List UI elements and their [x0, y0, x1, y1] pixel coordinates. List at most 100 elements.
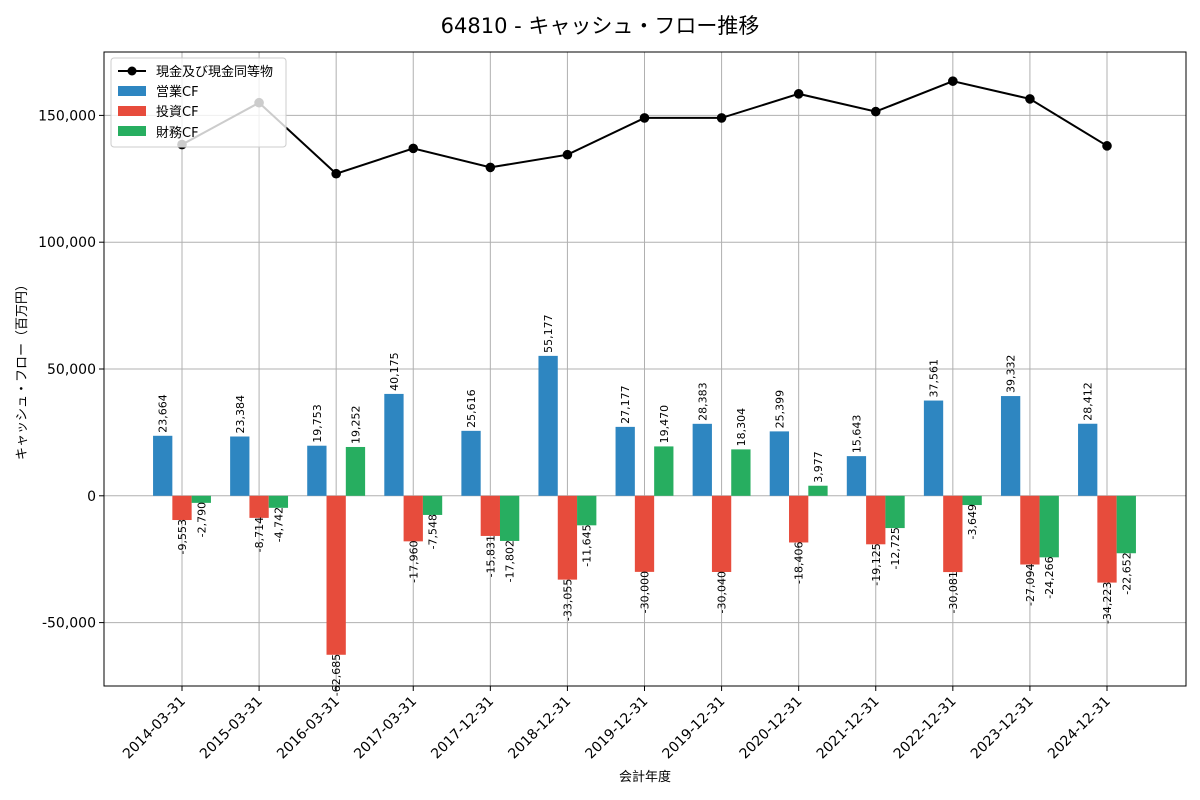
legend-label-operating: 営業CF — [156, 84, 199, 100]
bar-financing — [962, 495, 982, 506]
bar-operating — [692, 423, 712, 496]
bar-investing — [1020, 495, 1040, 565]
y-tick-label: 50,000 — [47, 362, 96, 378]
x-axis-title: 会計年度 — [619, 769, 671, 785]
data-label-financing: -11,645 — [581, 524, 594, 566]
bar-investing — [711, 495, 732, 572]
data-label-operating: 37,561 — [928, 359, 941, 398]
data-label-investing: -18,406 — [793, 541, 806, 583]
data-label-operating: 19,753 — [311, 404, 324, 443]
bar-investing — [403, 495, 423, 542]
data-label-investing: -8,714 — [253, 517, 266, 552]
y-tick-label: 150,000 — [38, 108, 96, 124]
cash-point — [1025, 94, 1035, 104]
data-label-financing: -22,652 — [1120, 552, 1133, 594]
cash-point — [870, 106, 881, 117]
cash-point — [716, 113, 727, 123]
bar-financing — [808, 485, 828, 496]
data-label-financing: 19,470 — [658, 405, 671, 444]
data-label-financing: -4,742 — [272, 507, 285, 542]
legend-label-investing: 投資CF — [156, 104, 199, 120]
data-label-operating: 15,643 — [850, 415, 863, 454]
cash-point — [793, 89, 804, 99]
bar-operating — [1078, 423, 1098, 496]
data-label-financing: 18,304 — [735, 408, 748, 447]
data-label-financing: 19,252 — [349, 405, 362, 444]
data-label-financing: -12,725 — [889, 527, 902, 569]
bar-operating — [1000, 396, 1021, 496]
chart-title: 64810 - キャッシュ・フロー推移 — [441, 14, 760, 38]
data-label-investing: -19,125 — [870, 543, 883, 585]
data-label-investing: -30,081 — [947, 571, 960, 613]
bar-financing — [654, 446, 674, 496]
data-label-operating: 39,332 — [1005, 355, 1018, 394]
bar-operating — [615, 426, 635, 496]
bar-investing — [480, 495, 500, 536]
bar-financing — [191, 495, 211, 503]
y-tick-label: 0 — [87, 489, 96, 505]
cash-point — [485, 162, 496, 173]
bar-operating — [846, 456, 867, 496]
data-label-financing: -3,649 — [966, 504, 979, 539]
bar-investing — [326, 495, 346, 655]
bar-financing — [577, 495, 597, 526]
bar-financing — [422, 495, 443, 515]
bar-financing — [731, 449, 751, 496]
data-label-operating: 25,399 — [773, 390, 786, 429]
data-label-investing: -27,094 — [1024, 564, 1037, 606]
cash-point — [562, 149, 573, 160]
bar-operating — [384, 393, 404, 496]
bar-investing — [557, 495, 578, 580]
cash-point — [408, 143, 419, 154]
bar-operating — [230, 436, 250, 496]
data-label-investing: -17,960 — [407, 540, 420, 582]
bar-investing — [866, 495, 886, 545]
data-label-financing: -7,548 — [427, 514, 440, 549]
bar-operating — [307, 445, 327, 496]
bar-operating — [923, 400, 944, 496]
data-label-investing: -30,040 — [716, 571, 729, 613]
data-label-operating: 55,177 — [542, 314, 555, 353]
data-label-operating: 28,412 — [1082, 382, 1095, 421]
bar-operating — [153, 435, 173, 496]
bar-investing — [789, 495, 809, 543]
bar-investing — [943, 495, 963, 573]
data-label-financing: -17,802 — [504, 540, 517, 582]
bar-financing — [1039, 495, 1059, 558]
bar-investing — [634, 495, 655, 572]
legend-swatch-operating — [118, 86, 146, 96]
legend-swatch-investing — [118, 106, 146, 116]
cash-point — [948, 76, 958, 86]
data-label-operating: 27,177 — [619, 385, 632, 424]
y-tick-label: 100,000 — [38, 235, 96, 251]
data-label-operating: 23,384 — [234, 395, 247, 434]
data-label-operating: 23,664 — [157, 394, 170, 433]
bar-investing — [249, 495, 269, 518]
bar-operating — [538, 355, 558, 496]
data-label-investing: -15,831 — [484, 535, 497, 577]
data-label-investing: -9,553 — [176, 519, 189, 554]
legend-box — [110, 57, 287, 148]
data-label-operating: 40,175 — [388, 352, 401, 391]
y-axis: -50,000 0 50,000 100,000 150,000 — [38, 108, 104, 632]
bar-financing — [885, 495, 905, 529]
data-label-financing: -2,790 — [195, 502, 208, 537]
data-label-investing: -34,223 — [1101, 582, 1114, 624]
cash-point — [331, 168, 341, 179]
y-axis-title: キャッシュ・フロー（百万円） — [15, 278, 30, 460]
data-label-financing: 3,977 — [812, 451, 825, 483]
bar-operating — [461, 430, 481, 496]
bar-investing — [172, 495, 192, 521]
legend: 現金及び現金同等物 営業CF 投資CF 財務CF — [110, 57, 287, 148]
data-label-investing: -30,000 — [639, 571, 652, 613]
bar-operating — [769, 431, 790, 496]
legend-swatch-financing — [118, 126, 146, 136]
bar-financing — [1116, 495, 1136, 554]
bar-financing — [499, 495, 520, 541]
legend-label-cash: 現金及び現金同等物 — [156, 64, 273, 80]
data-label-investing: -33,055 — [561, 579, 574, 621]
legend-label-financing: 財務CF — [156, 126, 199, 141]
bar-financing — [345, 446, 366, 496]
